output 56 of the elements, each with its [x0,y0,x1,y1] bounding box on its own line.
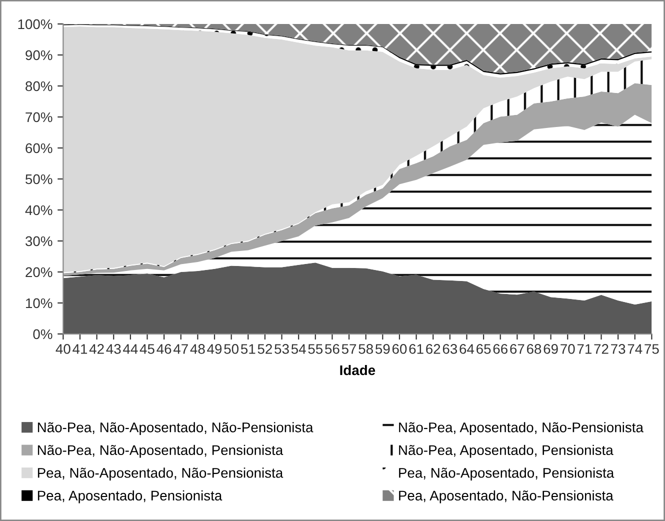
x-tick-label: 61 [409,344,424,354]
x-tick-label: 64 [460,344,474,354]
x-tick-label: 51 [240,344,256,354]
y-tick-label: 70% [26,112,52,122]
x-tick-label: 71 [577,344,592,354]
legend-label: Pea, Aposentado, Pensionista [38,490,222,504]
x-tick-label: 66 [493,344,508,354]
x-tick-label: 58 [358,344,373,354]
x-tick-label: 60 [392,344,407,354]
x-axis-title: Idade [340,364,376,376]
x-tick-label: 72 [594,344,608,354]
x-tick-label: 63 [442,344,458,354]
y-tick-label: 50% [26,174,52,184]
x-tick-label: 67 [510,344,524,354]
x-tick-label: 42 [89,344,104,354]
x-tick-label: 69 [544,344,558,354]
x-tick-label: 57 [342,344,356,354]
legend-label: Pea, Não-Aposentado, Pensionista [399,468,614,481]
y-tick-label: 60% [26,143,52,154]
legend-label: Não-Pea, Aposentado, Não-Pensionista [399,422,644,436]
y-tick-label: 80% [26,81,52,92]
x-tick-label: 70 [560,344,575,354]
y-tick-label: 100% [18,19,52,30]
y-tick-label: 30% [25,236,52,246]
y-tick-label: 20% [26,267,52,278]
y-tick-label: 40% [25,205,52,216]
legend-label: Pea, Aposentado, Não-Pensionista [399,490,614,504]
x-tick-label: 55 [308,344,323,354]
x-tick-label: 40 [56,344,70,354]
x-tick-label: 75 [644,344,659,354]
y-tick-label: 10% [26,298,52,308]
legend-label: Não-Pea, Aposentado, Pensionista [399,444,614,458]
x-tick-label: 52 [258,344,272,354]
x-tick-label: 68 [526,344,542,354]
legend-label: Não-Pea, Não-Aposentado, Não-Pensionista [38,422,314,436]
x-tick-label: 44 [123,344,138,354]
x-tick-label: 53 [274,344,289,354]
legend-label: Não-Pea, Não-Aposentado, Pensionista [38,444,284,458]
x-tick-label: 65 [476,344,491,354]
x-tick-label: 54 [291,344,306,354]
y-tick-label: 0% [33,329,52,340]
x-tick-label: 43 [106,344,121,354]
x-tick-label: 48 [190,344,205,354]
legend-label: Pea, Não-Aposentado, Não-Pensionista [38,468,284,481]
x-tick-label: 47 [173,344,188,354]
x-tick-label: 74 [628,344,642,354]
x-tick-label: 73 [611,344,626,354]
x-tick-label: 56 [325,344,340,354]
x-tick-label: 45 [140,344,154,354]
x-tick-label: 62 [426,344,440,354]
x-tick-label: 59 [375,344,390,354]
y-tick-label: 90% [26,50,52,60]
x-tick-label: 50 [224,344,239,354]
x-tick-label: 46 [156,344,172,354]
x-tick-label: 41 [72,344,88,354]
x-tick-label: 49 [207,344,222,354]
